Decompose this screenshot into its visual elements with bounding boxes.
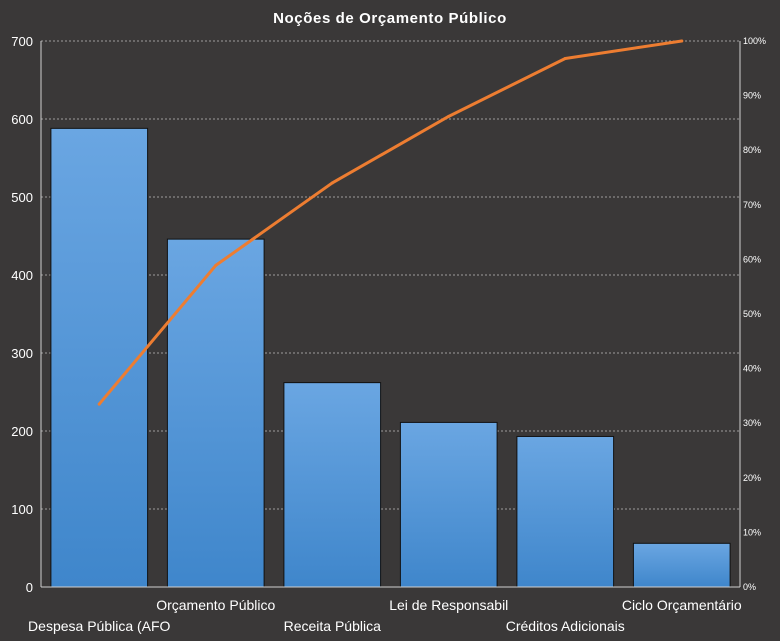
x-tick-label: Créditos Adicionais — [506, 618, 625, 634]
y-tick-label: 100 — [11, 502, 33, 517]
line-point — [97, 402, 101, 406]
y2-tick-label: 40% — [743, 364, 761, 374]
y2-tick-label: 90% — [743, 91, 761, 101]
bar — [399, 421, 498, 588]
bars — [50, 127, 731, 588]
y2-tick-label: 10% — [743, 527, 761, 537]
y-tick-label: 600 — [11, 112, 33, 127]
y2-tick-label: 0% — [743, 582, 756, 592]
line-point — [680, 39, 684, 43]
cumulative-line-layer — [97, 39, 684, 406]
line-point — [330, 181, 334, 185]
cumulative-line — [97, 39, 684, 406]
bar — [50, 127, 149, 588]
x-tick-label: Despesa Pública (AFO — [28, 618, 171, 634]
x-tick-label: Orçamento Público — [156, 597, 275, 613]
y2-tick-label: 20% — [743, 473, 761, 483]
axes: 0 100 200 300 400 500 600 700 0% 10% 20% 30% 40% 50% 6… — [11, 34, 766, 634]
chart-title: Noções de Orçamento Público — [273, 10, 507, 27]
x-tick-label: Lei de Responsabil — [389, 597, 508, 613]
line-point — [447, 114, 451, 118]
y2-tick-label: 30% — [743, 418, 761, 428]
y2-tick-label: 60% — [743, 254, 761, 264]
y-tick-label: 500 — [11, 190, 33, 205]
y2-tick-label: 100% — [743, 36, 766, 46]
bar — [166, 238, 265, 588]
bar — [516, 435, 615, 588]
y2-tick-label: 80% — [743, 145, 761, 155]
bar — [632, 542, 731, 588]
y2-tick-label: 50% — [743, 309, 761, 319]
y-tick-label: 0 — [26, 580, 33, 595]
y-tick-label: 700 — [11, 34, 33, 49]
y-tick-label: 400 — [11, 268, 33, 283]
line-point — [563, 56, 567, 60]
line-point — [214, 263, 218, 267]
y-tick-label: 300 — [11, 346, 33, 361]
gridlines — [41, 40, 740, 510]
y2-tick-label: 70% — [743, 200, 761, 210]
y-tick-label: 200 — [11, 424, 33, 439]
x-tick-label: Ciclo Orçamentário — [622, 597, 742, 613]
x-tick-label: Receita Pública — [284, 618, 381, 634]
bar — [283, 382, 382, 588]
